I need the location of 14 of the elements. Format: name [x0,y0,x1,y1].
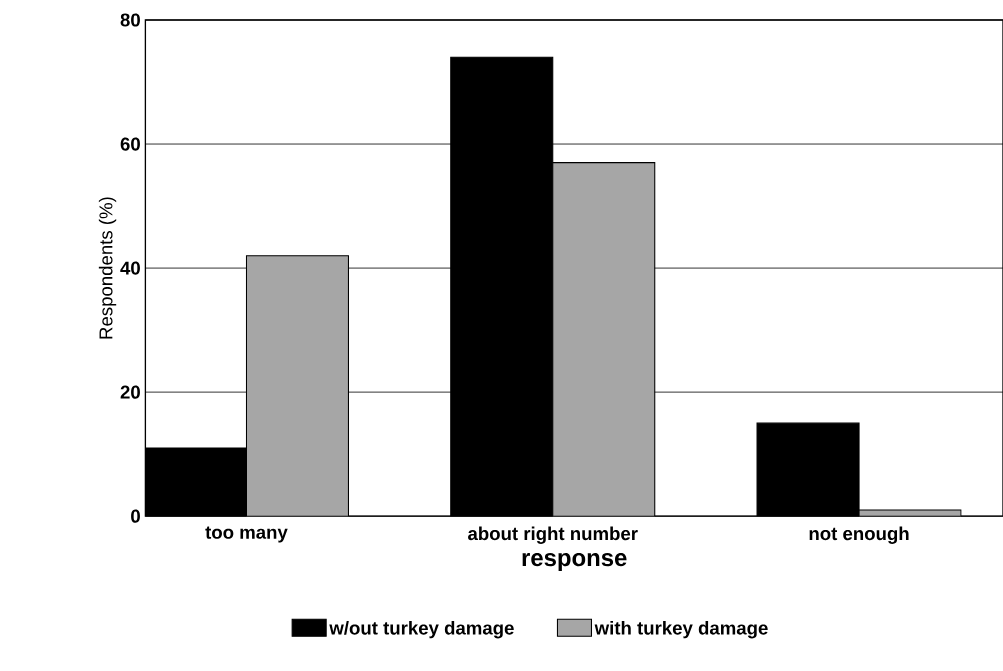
bar [552,162,656,517]
y-tick-label: 60 [120,137,140,151]
y-axis-title: Respondents (%) [98,197,117,339]
y-tick-label: 40 [120,261,140,275]
x-tick-label: too many [205,526,288,543]
y-tick-label: 0 [131,509,140,523]
x-tick-label: not enough [809,526,909,545]
x-axis-title: response [522,553,627,571]
y-tick-label: 20 [120,385,140,399]
y-tick-label: 80 [120,13,140,27]
bar [245,255,349,517]
legend-label: with turkey damage [594,621,768,639]
legend-label: w/out turkey damage [329,621,514,639]
x-tick-label: about right number [468,526,638,545]
